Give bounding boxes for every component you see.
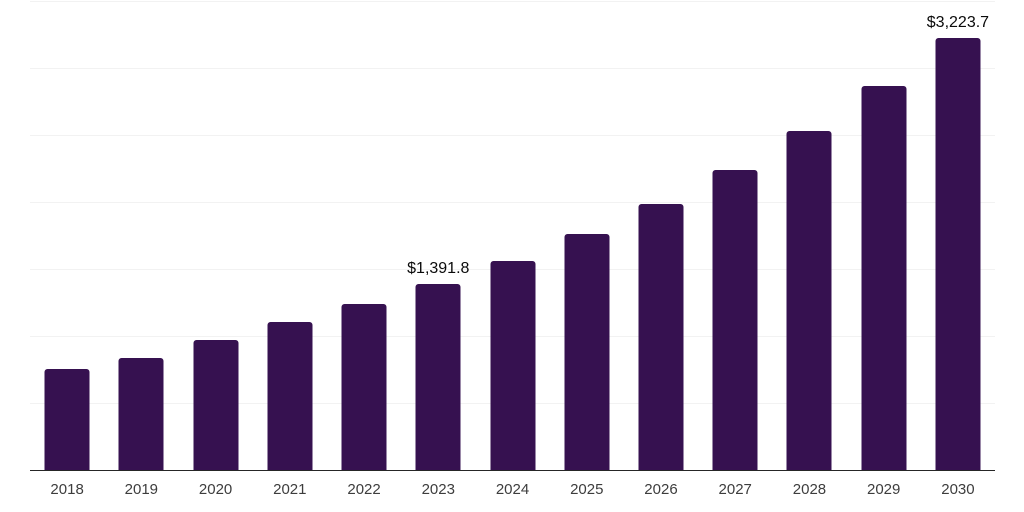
bar-slot-2019 — [104, 1, 178, 470]
bars-container: $1,391.8 $3,223.7 — [30, 1, 995, 470]
bar-slot-2020 — [178, 1, 252, 470]
bar-slot-2029 — [847, 1, 921, 470]
bar-2022 — [341, 303, 387, 470]
x-tick-label-2026: 2026 — [644, 481, 678, 498]
bar-2018 — [44, 368, 90, 470]
x-tick-label-2018: 2018 — [50, 481, 84, 498]
bar-2024 — [490, 260, 536, 470]
bar-2023 — [415, 283, 461, 470]
bar-slot-2027 — [698, 1, 772, 470]
x-tick-label-2019: 2019 — [124, 481, 159, 498]
bar-slot-2024 — [475, 1, 549, 470]
bar-slot-2030: $3,223.7 — [921, 1, 995, 470]
bar-2019 — [118, 358, 164, 470]
x-tick-label-2030: 2030 — [941, 481, 975, 498]
x-tick-label-2024: 2024 — [495, 481, 530, 498]
x-tick-label-2028: 2028 — [792, 481, 827, 498]
value-label-2023: $1,391.8 — [407, 259, 470, 277]
x-tick-label-2022: 2022 — [347, 481, 381, 498]
value-label-2030: $3,223.7 — [926, 14, 990, 32]
bar-slot-2025 — [550, 1, 624, 470]
gridline-2500 — [30, 135, 995, 136]
bar-2028 — [786, 130, 832, 470]
bar-slot-2022 — [327, 1, 401, 470]
x-tick-label-2027: 2027 — [718, 481, 752, 498]
bar-2025 — [564, 233, 610, 470]
plot-area: $1,391.8 $3,223.7 — [30, 1, 995, 471]
x-tick-label-2020: 2020 — [198, 481, 233, 498]
bar-2020 — [193, 340, 239, 470]
x-tick-label-2029: 2029 — [867, 481, 901, 498]
x-tick-label-2025: 2025 — [570, 481, 604, 498]
x-tick-label-2023: 2023 — [421, 481, 455, 498]
bar-2030 — [935, 38, 981, 470]
bar-slot-2023: $1,391.8 — [401, 1, 475, 470]
gridline-2000 — [30, 202, 995, 204]
bar-slot-2026 — [624, 1, 698, 470]
bar-slot-2021 — [253, 1, 327, 470]
x-axis: 2018 2019 2020 2021 2022 2023 2024 2025 2026 2027… — [30, 481, 995, 499]
bar-slot-2018 — [30, 1, 104, 470]
x-tick-label-2021: 2021 — [273, 481, 307, 498]
gridline-3500 — [30, 1, 995, 2]
gridline-3000 — [30, 68, 995, 69]
bar-2026 — [638, 204, 684, 470]
bar-2021 — [267, 321, 313, 470]
bar-slot-2028 — [772, 1, 846, 470]
bar-2029 — [861, 86, 907, 470]
bar-2027 — [712, 169, 758, 470]
